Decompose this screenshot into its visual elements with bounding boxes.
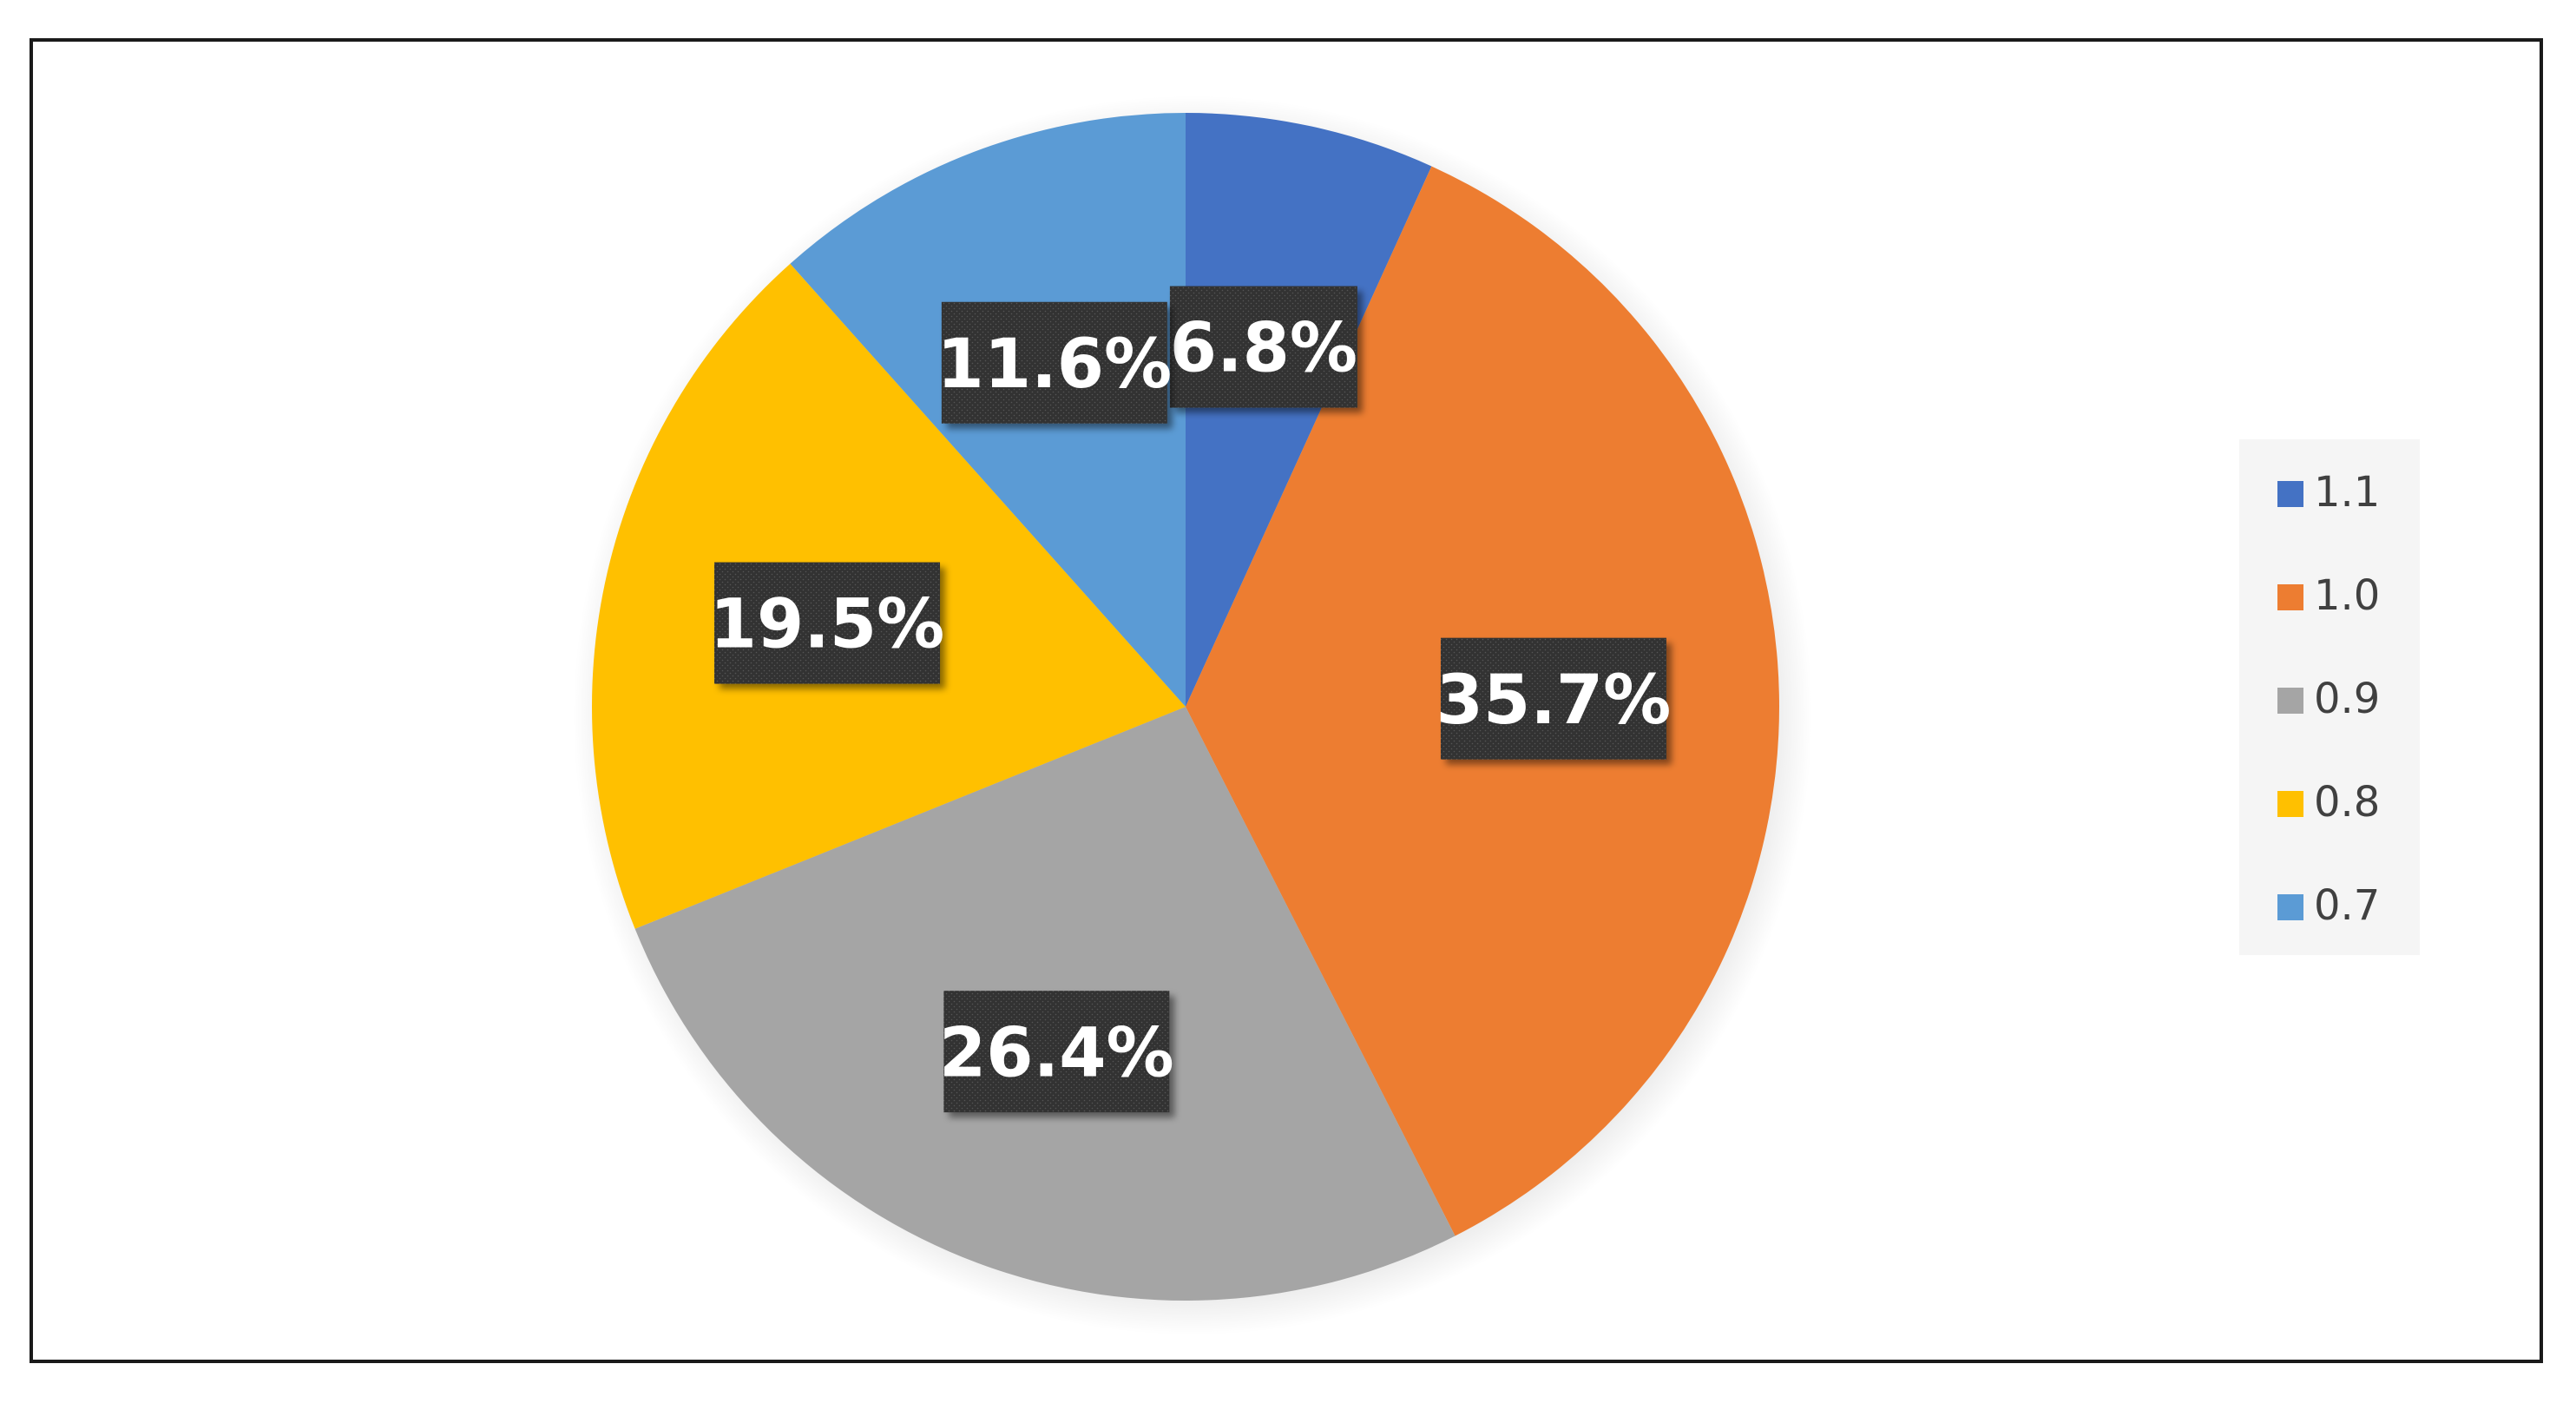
legend-label: 0.8 <box>2314 778 2380 827</box>
legend-entry-0-9: 0.9 <box>2277 675 2380 723</box>
data-label-text: 6.8% <box>1170 310 1357 388</box>
legend-label: 0.9 <box>2314 675 2380 723</box>
data-label-0-8: 19.5% <box>710 562 945 684</box>
pie-slice-1-1 <box>1186 113 1432 707</box>
data-label-text: 11.6% <box>937 326 1173 404</box>
legend-swatch <box>2277 481 2303 507</box>
data-label-1-1: 6.8% <box>1169 286 1357 408</box>
pie-slices <box>592 113 1780 1301</box>
legend-entry-1-0: 1.0 <box>2277 571 2380 620</box>
legend-swatch <box>2277 894 2303 920</box>
data-label-box <box>714 562 941 684</box>
data-label-0-9: 26.4% <box>939 991 1174 1113</box>
legend-label: 1.0 <box>2314 571 2380 620</box>
legend-label: 1.1 <box>2314 468 2380 517</box>
legend-entry-0-7: 0.7 <box>2277 881 2380 930</box>
legend-entry-0-8: 0.8 <box>2277 778 2380 827</box>
legend-label: 0.7 <box>2314 881 2380 930</box>
data-label-text: 26.4% <box>939 1014 1174 1092</box>
data-label-box <box>1440 637 1666 760</box>
data-labels: 6.8% 35.7% 26.4% 19.5% 11.6% <box>710 286 1672 1113</box>
data-label-box <box>943 991 1170 1113</box>
data-label-1-0: 35.7% <box>1436 637 1672 760</box>
data-label-text: 19.5% <box>710 586 945 664</box>
data-label-box <box>1169 286 1357 408</box>
data-label-box <box>941 301 1167 424</box>
legend-entry-1-1: 1.1 <box>2277 468 2380 517</box>
data-label-0-7: 11.6% <box>937 301 1173 424</box>
legend-swatch <box>2277 791 2303 817</box>
legend-swatch <box>2277 688 2303 714</box>
legend-background <box>2239 439 2420 955</box>
legend-swatch <box>2277 584 2303 610</box>
data-label-text: 35.7% <box>1436 662 1672 740</box>
legend: 1.1 1.0 0.9 0.8 0.7 <box>2239 439 2420 955</box>
